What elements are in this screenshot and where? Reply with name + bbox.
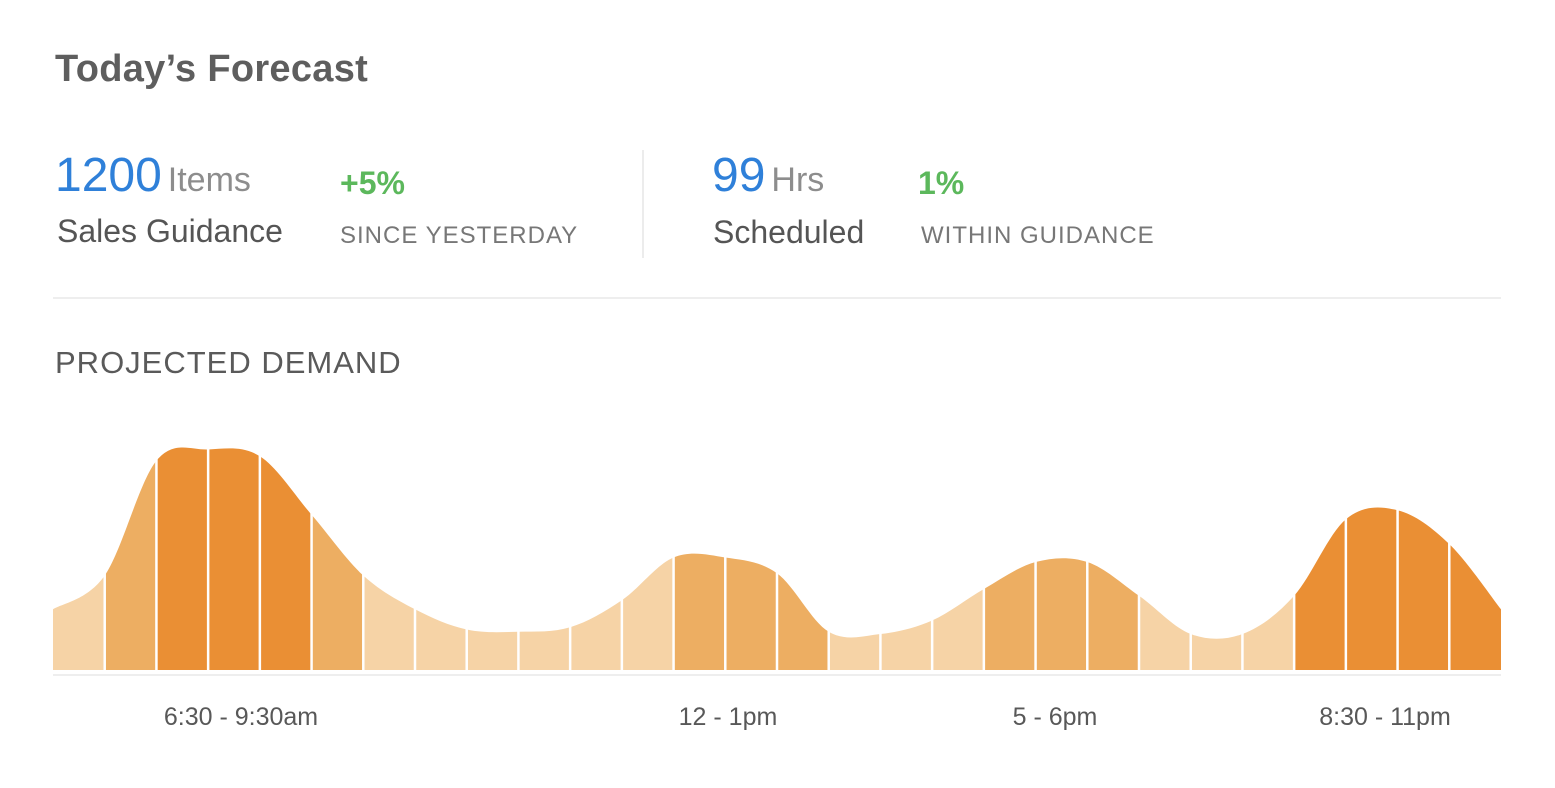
hours-label: Scheduled (713, 214, 865, 250)
demand-slot (673, 447, 726, 670)
demand-slot (932, 447, 985, 670)
sales-unit: Items (167, 161, 251, 199)
hours-delta-caption: WITHIN GUIDANCE (921, 222, 1155, 249)
demand-slot (1190, 447, 1243, 670)
demand-slot (570, 447, 623, 670)
scheduled-hours-stat: 99 Hrs (712, 152, 824, 200)
demand-slot (1087, 447, 1140, 670)
sales-guidance-stat: 1200 Items (55, 152, 251, 200)
x-label-evening: 5 - 6pm (1013, 703, 1098, 731)
projected-demand-title: PROJECTED DEMAND (55, 345, 402, 380)
x-label-morning: 6:30 - 9:30am (164, 703, 318, 731)
x-label-night: 8:30 - 11pm (1319, 703, 1451, 731)
sales-delta: +5% (340, 165, 405, 201)
demand-slot (311, 447, 364, 670)
page-title: Today’s Forecast (55, 48, 369, 90)
demand-slot (156, 447, 209, 670)
slot-separators (103, 447, 1451, 670)
demand-slot (466, 447, 519, 670)
demand-slot (415, 447, 468, 670)
demand-slot (518, 447, 571, 670)
demand-slot (259, 447, 313, 670)
demand-slot (621, 447, 675, 670)
hours-delta: 1% (918, 165, 965, 201)
demand-slot (363, 447, 416, 670)
demand-slot (777, 447, 830, 670)
demand-slot (725, 447, 778, 670)
demand-slot (104, 447, 157, 670)
demand-slot (1345, 447, 1399, 670)
sales-delta-caption: SINCE YESTERDAY (340, 222, 579, 249)
hours-value: 99 (712, 149, 766, 202)
demand-slot (1242, 447, 1295, 670)
demand-slot (53, 447, 106, 670)
demand-slot (1449, 447, 1501, 670)
section-divider (53, 297, 1501, 299)
demand-slot (880, 447, 933, 670)
sales-value: 1200 (55, 149, 162, 202)
demand-slot (1294, 447, 1347, 670)
demand-slot (1139, 447, 1192, 670)
stat-divider (642, 150, 644, 258)
demand-slot (208, 447, 261, 670)
demand-slot (828, 447, 881, 670)
demand-slot (1035, 447, 1088, 670)
sales-label: Sales Guidance (57, 213, 283, 249)
demand-slot (1397, 447, 1450, 670)
demand-slot (983, 447, 1037, 670)
hours-unit: Hrs (771, 161, 825, 199)
x-label-lunch: 12 - 1pm (679, 703, 778, 731)
